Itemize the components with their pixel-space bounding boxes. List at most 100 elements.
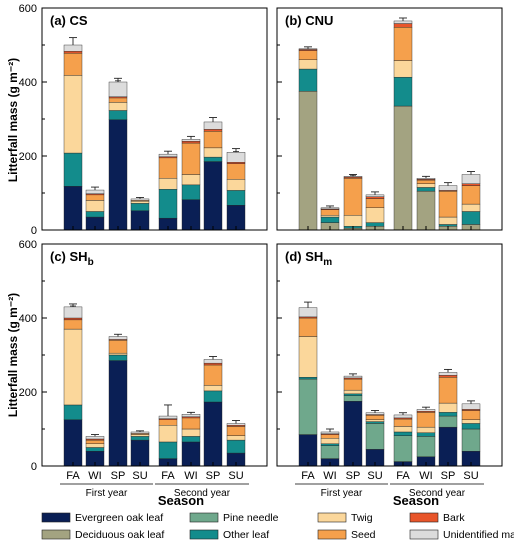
bar-segment [226,439,246,454]
bar-segment [203,156,223,162]
bar-segment [158,425,178,443]
bar-segment [181,417,201,430]
bar-segment [393,76,413,107]
x-tick-label: WI [323,470,336,482]
bar-segment [108,340,128,354]
bar-segment [438,402,458,413]
bar-segment [181,140,201,144]
bar-segment [365,196,385,199]
bar-segment [438,372,458,376]
bar-segment [63,52,83,76]
bar-segment [298,91,318,231]
chart-panel: (b) CNU [276,7,503,231]
bar-segment [85,436,105,440]
bar-segment [416,179,436,184]
bar-segment [461,419,481,424]
y-axis-label-bottom: Litterfall mass (g m⁻²) [6,293,20,417]
bar-segment [108,119,128,231]
bar-segment [108,81,128,98]
bar-segment [181,199,201,231]
x-tick-label: FA [301,470,315,482]
bar-segment [63,152,83,187]
bar-segment [85,447,105,452]
bar-segment [320,216,340,223]
bar-segment [181,139,201,142]
bar-segment [203,131,223,149]
bar-segment [203,161,223,231]
bar-segment [393,414,413,419]
bar-segment [181,174,201,186]
y-tick-label: 200 [19,151,37,163]
bar-segment [298,59,318,70]
bar-segment [343,378,363,391]
bar-segment [461,203,481,212]
bar-segment [298,68,318,92]
legend-label: Unidentified material [443,529,514,541]
legend-swatch [41,529,71,540]
y-tick-label: 600 [19,239,37,251]
bar-segment [63,317,83,321]
bar-segment [203,385,223,392]
x-tick-label: WI [184,470,197,482]
bar-segment [226,435,246,441]
x-tick-label: WI [88,470,101,482]
x-tick-label: SU [228,470,243,482]
bar-segment [181,428,201,437]
panel-title: (a) CS [50,13,88,28]
bar-segment [203,364,223,386]
bar-segment [203,129,223,132]
bar-segment [416,432,436,437]
bar-segment [438,375,458,378]
bar-segment [85,200,105,212]
bar-segment [416,426,436,433]
bar-segment [393,20,413,24]
x-axis-label-right: Season [393,493,439,508]
bar-segment [365,207,385,223]
bar-segment [181,414,201,417]
bar-segment [320,443,340,446]
bar-segment [438,185,458,191]
legend-swatch [409,529,439,540]
bar-segment [108,354,128,361]
bar-segment [203,390,223,403]
bar-segment [438,216,458,225]
bar-segment [416,187,436,192]
bar-segment [63,44,83,52]
bar-segment [63,319,83,330]
bar-segment [226,152,246,163]
bar-segment [438,426,458,467]
bar-segment [416,436,436,457]
bar-segment [461,410,481,420]
bar-segment [461,185,481,205]
legend-swatch [41,512,71,523]
legend-swatch [189,512,219,523]
bar-segment [298,378,318,435]
bar-segment [320,214,340,218]
bar-segment [461,403,481,410]
x-tick-label: SP [206,470,221,482]
bar-segment [226,423,246,426]
legend-label: Other leaf [223,529,269,541]
y-tick-label: 400 [19,77,37,89]
bar-segment [226,190,246,206]
bar-segment [158,177,178,190]
year-label: Second year [409,488,466,499]
bar-segment [365,421,385,424]
bar-segment [343,395,363,402]
bar-segment [130,198,150,201]
y-tick-label: 400 [19,313,37,325]
chart-panel: (d) SHm FA WI SP SU FA WI SP SU First year Second … [276,243,503,499]
bar-segment [416,412,436,428]
panel-title: (b) CNU [285,13,333,28]
bar-segment [63,51,83,54]
bar-segment [85,189,105,194]
bar-segment [226,163,246,180]
bar-segment [365,412,385,415]
bar-segment [108,360,128,467]
bar-segment [298,50,318,60]
bar-segment [365,419,385,422]
panel-title: (d) SHm [285,249,332,268]
x-tick-label: SP [441,470,456,482]
year-label: First year [321,488,363,499]
legend-label: Pine needle [223,512,279,524]
